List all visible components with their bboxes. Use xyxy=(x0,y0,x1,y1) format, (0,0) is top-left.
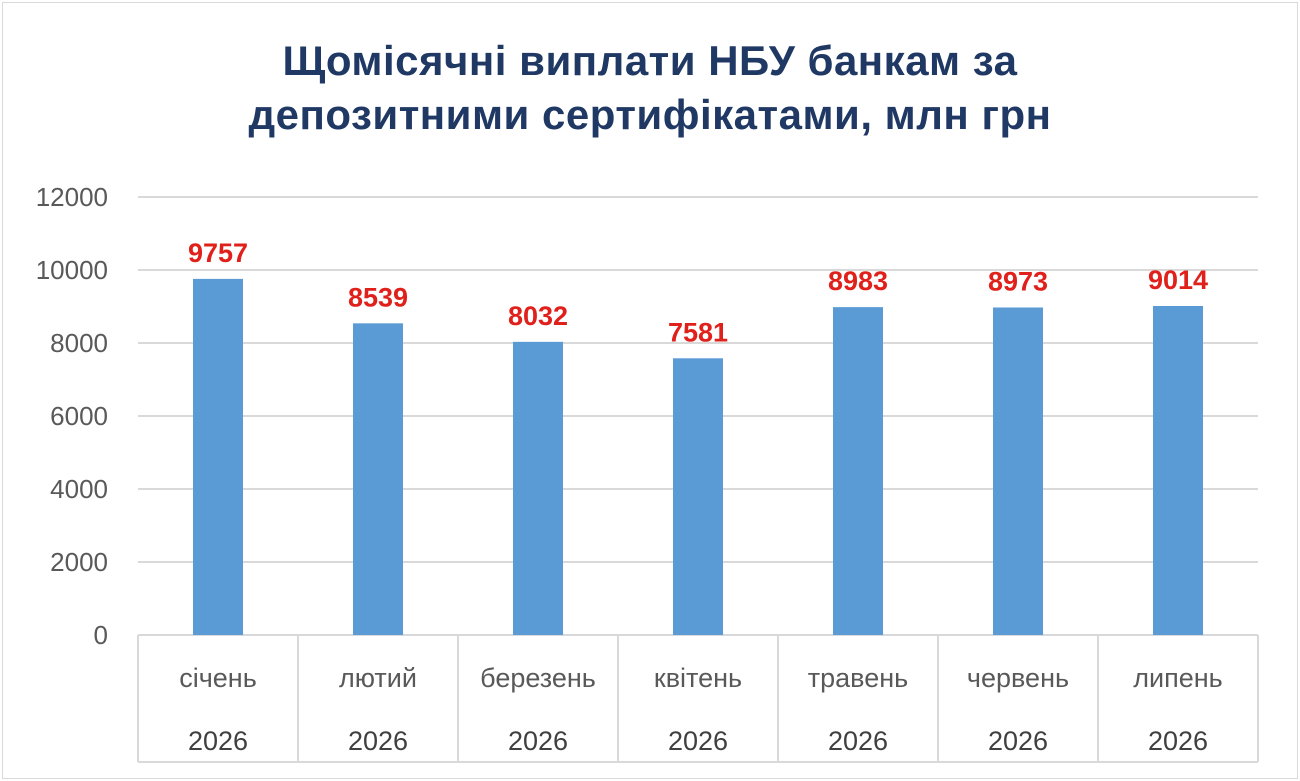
x-group-label: 2026 xyxy=(188,726,248,756)
y-tick-label: 10000 xyxy=(36,255,108,285)
x-tick-label: лютий xyxy=(339,663,417,693)
y-axis: 0 2000 4000 6000 8000 10000 12000 xyxy=(36,182,108,650)
x-group-label: 2026 xyxy=(348,726,408,756)
chart-title-line-1: Щомісячні виплати НБУ банкам за xyxy=(282,37,1018,84)
data-labels: 9757 8539 8032 7581 8983 8973 9014 xyxy=(188,238,1208,347)
data-label: 8032 xyxy=(508,301,568,331)
bar xyxy=(993,307,1043,635)
bar xyxy=(1153,305,1203,635)
y-tick-label: 4000 xyxy=(50,474,108,504)
data-label: 8983 xyxy=(828,266,888,296)
data-label: 9757 xyxy=(188,238,248,268)
x-tick-label: червень xyxy=(967,663,1069,693)
x-group-label: 2026 xyxy=(508,726,568,756)
x-tick-label: березень xyxy=(480,663,596,693)
x-group-label: 2026 xyxy=(1148,726,1208,756)
data-label: 8973 xyxy=(988,266,1048,296)
y-tick-label: 0 xyxy=(94,620,108,650)
x-group-label: 2026 xyxy=(828,726,888,756)
data-label: 7581 xyxy=(668,317,728,347)
y-tick-label: 8000 xyxy=(50,328,108,358)
bar xyxy=(673,358,723,635)
x-group-label: 2026 xyxy=(988,726,1048,756)
x-tick-label: липень xyxy=(1133,663,1222,693)
x-axis: січень 2026 лютий 2026 березень 2026 квітень 20… xyxy=(137,635,1259,763)
y-tick-label: 2000 xyxy=(50,547,108,577)
bar xyxy=(353,323,403,635)
y-tick-label: 12000 xyxy=(36,182,108,212)
chart-title-line-2: депозитними сертифікатами, млн грн xyxy=(248,91,1052,138)
x-tick-label: квітень xyxy=(654,663,742,693)
x-tick-label: травень xyxy=(808,663,908,693)
bar xyxy=(513,341,563,635)
bar xyxy=(193,278,243,635)
x-tick-label: січень xyxy=(179,663,257,693)
x-group-label: 2026 xyxy=(668,726,728,756)
y-tick-label: 6000 xyxy=(50,401,108,431)
data-label: 8539 xyxy=(348,282,408,312)
data-label: 9014 xyxy=(1148,265,1208,295)
bar xyxy=(833,307,883,635)
chart-title: Щомісячні виплати НБУ банкам за депозитн… xyxy=(0,34,1300,142)
bars xyxy=(193,278,1203,635)
